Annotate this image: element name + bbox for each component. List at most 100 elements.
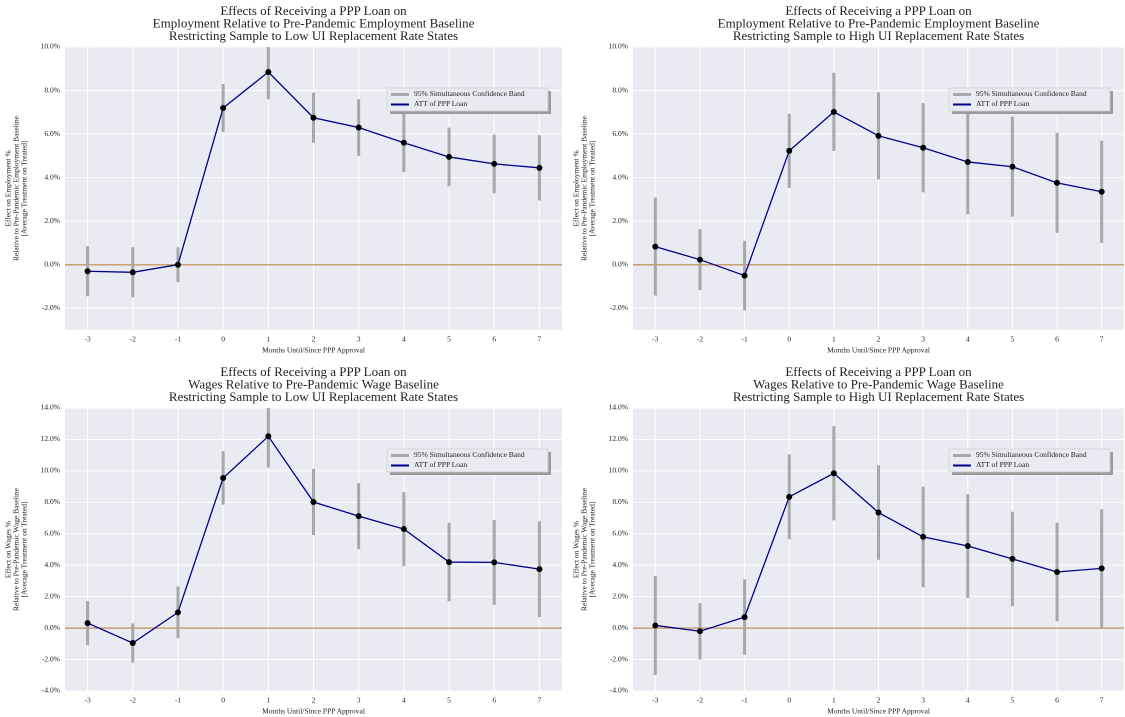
y-tick-label: -2.0% [610,303,628,312]
y-tick-label: 10.0% [609,466,628,475]
chart-title: Effects of Receiving a PPP Loan on [220,364,407,379]
x-axis-label: Months Until/Since PPP Approval [262,346,365,355]
x-axis-label: Months Until/Since PPP Approval [827,346,930,355]
x-tick-label: 4 [402,696,406,705]
chart-title: Employment Relative to Pre-Pandemic Empl… [718,15,1040,30]
point [446,559,453,566]
point [174,609,181,616]
x-tick-label: 7 [1100,335,1104,344]
x-tick-label: 3 [921,696,925,705]
point [964,543,971,550]
point [84,268,91,275]
chart-title: Wages Relative to Pre-Pandemic Wage Base… [753,376,1004,391]
y-tick-label: 2.0% [612,591,628,600]
chart-title: Effects of Receiving a PPP Loan on [785,3,972,18]
y-axis-label: [Average Treatment on Treated] [588,141,597,237]
y-tick-label: 10.0% [41,42,60,51]
y-tick-label: -2.0% [610,654,628,663]
series [652,72,1105,311]
y-axis-label: Relative to Pre-Pandemic Wage Baseline [580,487,589,611]
point [830,108,837,115]
point [786,493,793,500]
y-tick-label: -4.0% [42,686,60,695]
series [652,426,1105,675]
point [1098,565,1105,572]
x-tick-label: -3 [652,335,658,344]
point [220,474,227,481]
x-tick-label: 3 [921,335,925,344]
point [491,160,498,167]
y-tick-label: 8.0% [612,497,628,506]
legend-label: 95% Simultaneous Confidence Band [414,89,525,98]
y-axis-label: Relative to Pre-Pandemic Employment Base… [12,115,21,261]
x-tick-label: 0 [787,335,791,344]
y-tick-label: 4.0% [44,172,60,181]
x-tick-label: 6 [492,696,496,705]
x-tick-label: 7 [538,696,542,705]
point [1098,188,1105,195]
point [355,513,362,520]
y-tick-label: -4.0% [610,686,628,695]
legend [948,448,1111,473]
point [696,256,703,263]
x-tick-label: 4 [966,696,970,705]
x-tick-label: 2 [877,335,881,344]
y-axis-label: Effect on Employment % [572,150,581,226]
point [174,261,181,268]
point [652,622,659,629]
chart-title: Restricting Sample to High UI Replacemen… [733,28,1024,43]
x-tick-label: 2 [877,696,881,705]
y-tick-label: 4.0% [612,172,628,181]
y-axis-label: Effect on Wages % [4,521,13,578]
point [265,69,272,76]
y-tick-label: 0.0% [44,259,60,268]
y-tick-label: 8.0% [44,497,60,506]
legend [386,448,549,473]
point [129,269,136,276]
x-tick-label: -2 [697,696,703,705]
x-tick-label: 1 [266,335,270,344]
x-tick-label: -1 [741,335,747,344]
point [265,433,272,440]
legend-label: ATT of PPP Loan [414,99,467,108]
legend-label: ATT of PPP Loan [976,99,1029,108]
y-tick-label: 2.0% [612,216,628,225]
x-tick-label: 7 [538,335,542,344]
y-axis-label: Effect on Wages % [572,521,581,578]
point [400,139,407,146]
y-tick-label: 14.0% [609,403,628,412]
legend-label: 95% Simultaneous Confidence Band [976,450,1087,459]
x-tick-label: -1 [175,696,181,705]
point [491,559,498,566]
x-axis-label: Months Until/Since PPP Approval [827,707,930,716]
y-tick-label: 6.0% [612,528,628,537]
y-tick-label: 2.0% [44,591,60,600]
series [84,408,543,663]
point [355,124,362,131]
x-tick-label: 1 [832,696,836,705]
y-tick-label: 8.0% [44,85,60,94]
x-tick-label: -2 [130,696,136,705]
legend-label: 95% Simultaneous Confidence Band [976,89,1087,98]
y-axis-label: Relative to Pre-Pandemic Employment Base… [580,115,589,261]
x-tick-label: 4 [966,335,970,344]
chart-title: Employment Relative to Pre-Pandemic Empl… [153,15,475,30]
y-tick-label: 0.0% [44,623,60,632]
point [875,132,882,139]
point [536,566,543,573]
x-tick-label: 6 [1055,696,1059,705]
x-tick-label: 7 [1100,696,1104,705]
point [310,114,317,121]
y-tick-label: 14.0% [41,403,60,412]
x-tick-label: -1 [175,335,181,344]
chart-title: Wages Relative to Pre-Pandemic Wage Base… [188,376,439,391]
y-tick-label: 4.0% [44,560,60,569]
x-tick-label: 3 [357,335,361,344]
point [220,104,227,111]
y-tick-label: -2.0% [42,654,60,663]
x-tick-label: 2 [312,335,316,344]
x-tick-label: 4 [402,335,406,344]
y-tick-label: 0.0% [612,623,628,632]
x-axis-label: Months Until/Since PPP Approval [262,707,365,716]
